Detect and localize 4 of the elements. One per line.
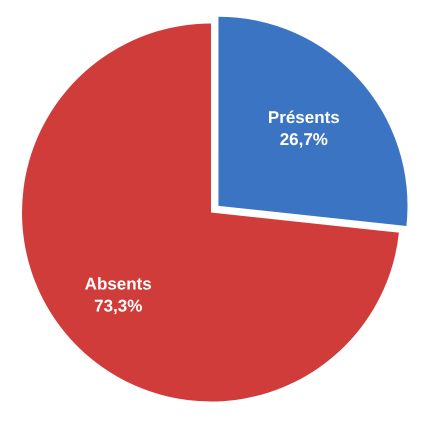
data-label: 26,7% [280, 130, 328, 149]
data-label: 73,3% [94, 296, 142, 316]
slice-label: Présents [268, 108, 340, 127]
slice-label: Absents [84, 274, 152, 294]
